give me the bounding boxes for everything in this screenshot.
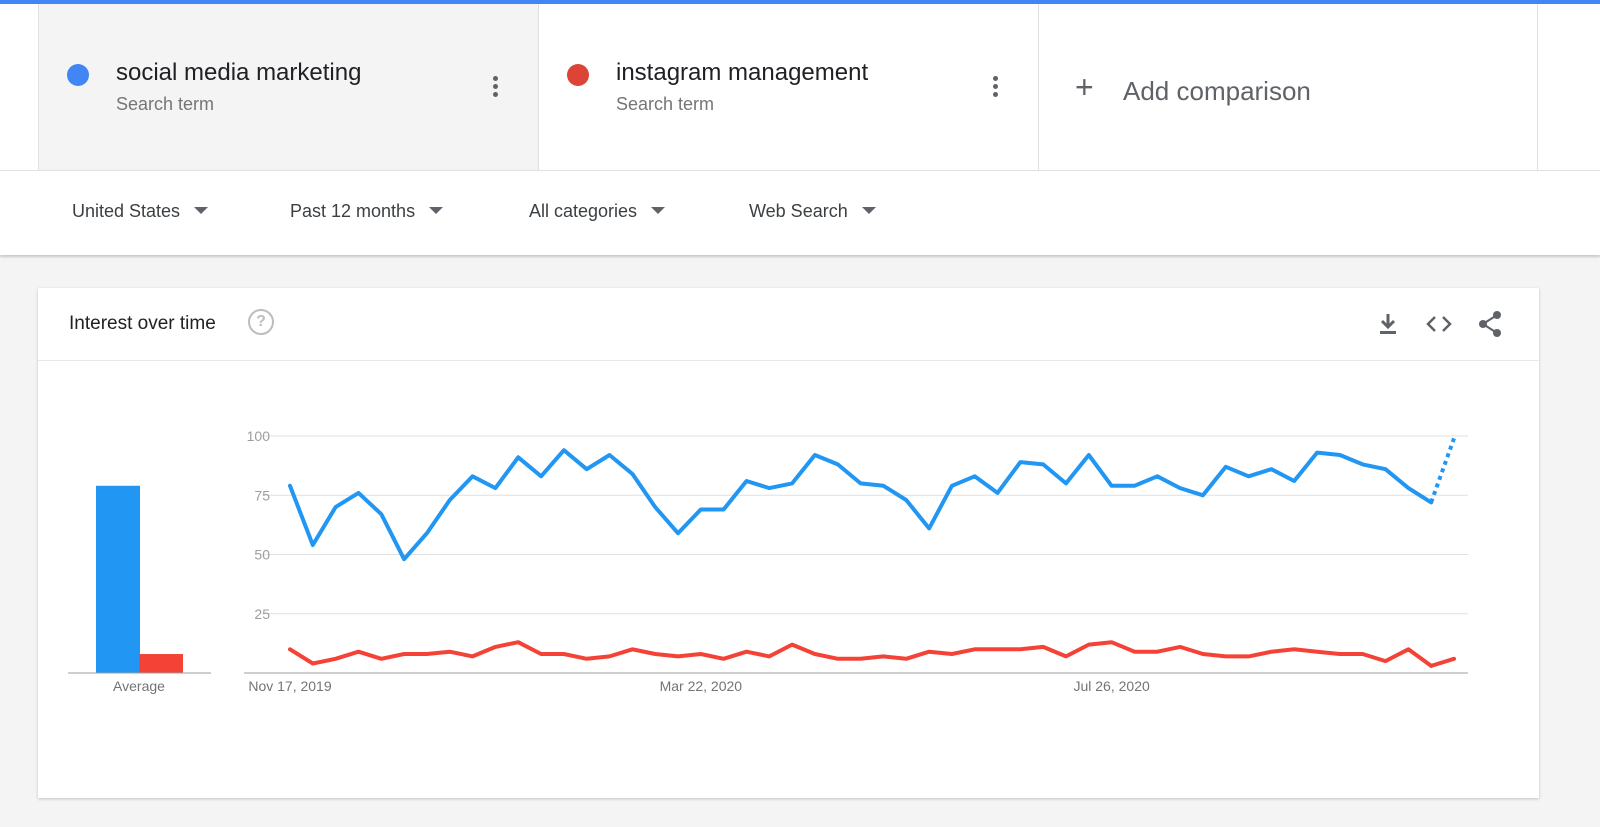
- caret-down-icon: [429, 206, 444, 214]
- search-term-card-2[interactable]: instagram management Search term: [538, 4, 1038, 170]
- top-accent-bar: [0, 0, 1600, 4]
- series-line-1: [288, 448, 1434, 562]
- x-tick-label: Mar 22, 2020: [660, 678, 743, 694]
- more-vert-icon[interactable]: [491, 76, 499, 100]
- average-label: Average: [113, 678, 165, 694]
- series-line-2-end: [1429, 656, 1456, 668]
- region-dropdown[interactable]: United States: [72, 201, 209, 222]
- search-type-value: Web Search: [749, 201, 848, 221]
- series-color-dot: [67, 64, 89, 86]
- embed-code-icon[interactable]: [1423, 308, 1455, 340]
- region-value: United States: [72, 201, 181, 221]
- average-bar-2: [139, 654, 183, 673]
- more-vert-icon[interactable]: [991, 76, 999, 100]
- download-icon[interactable]: [1372, 308, 1404, 340]
- plus-icon: +: [1075, 69, 1094, 105]
- search-term-subtitle: Search term: [116, 94, 215, 114]
- y-tick-label: 50: [254, 547, 270, 563]
- caret-down-icon: [861, 206, 876, 214]
- category-dropdown[interactable]: All categories: [529, 201, 666, 222]
- search-term-name: instagram management: [616, 59, 869, 86]
- x-tick-label: Nov 17, 2019: [248, 678, 331, 694]
- add-comparison-button[interactable]: + Add comparison: [1038, 4, 1538, 170]
- card-header: Interest over time ?: [38, 288, 1539, 361]
- time-range-value: Past 12 months: [290, 201, 416, 221]
- y-tick-label: 75: [254, 487, 270, 503]
- filters-bar: United States Past 12 months All categor…: [0, 171, 1600, 255]
- series-line-1-partial: [1429, 437, 1456, 504]
- share-icon[interactable]: [1474, 308, 1506, 340]
- search-terms-bar: social media marketing Search term insta…: [0, 4, 1600, 171]
- search-term-subtitle: Search term: [616, 94, 715, 114]
- series-line-2: [288, 640, 1434, 668]
- average-bar-1: [96, 485, 140, 673]
- y-tick-label: 100: [247, 428, 271, 444]
- caret-down-icon: [194, 206, 209, 214]
- search-type-dropdown[interactable]: Web Search: [749, 201, 876, 222]
- series-color-dot: [567, 64, 589, 86]
- interest-chart: 25 50 75 100 Nov 17, 2019 Mar 22, 2020 Jul 26,…: [68, 428, 1468, 694]
- category-value: All categories: [529, 201, 638, 221]
- search-term-name: social media marketing: [116, 59, 362, 86]
- x-tick-label: Jul 26, 2020: [1073, 678, 1149, 694]
- add-comparison-label: Add comparison: [1123, 76, 1311, 106]
- interest-over-time-card: Interest over time ? 25 50 75 100 Nov 17, 20…: [38, 288, 1539, 798]
- help-circle-icon[interactable]: ?: [248, 309, 274, 335]
- caret-down-icon: [651, 206, 666, 214]
- search-term-card-1[interactable]: social media marketing Search term: [38, 4, 538, 170]
- card-title: Interest over time: [69, 313, 216, 334]
- y-tick-label: 25: [254, 606, 270, 622]
- time-range-dropdown[interactable]: Past 12 months: [290, 201, 444, 222]
